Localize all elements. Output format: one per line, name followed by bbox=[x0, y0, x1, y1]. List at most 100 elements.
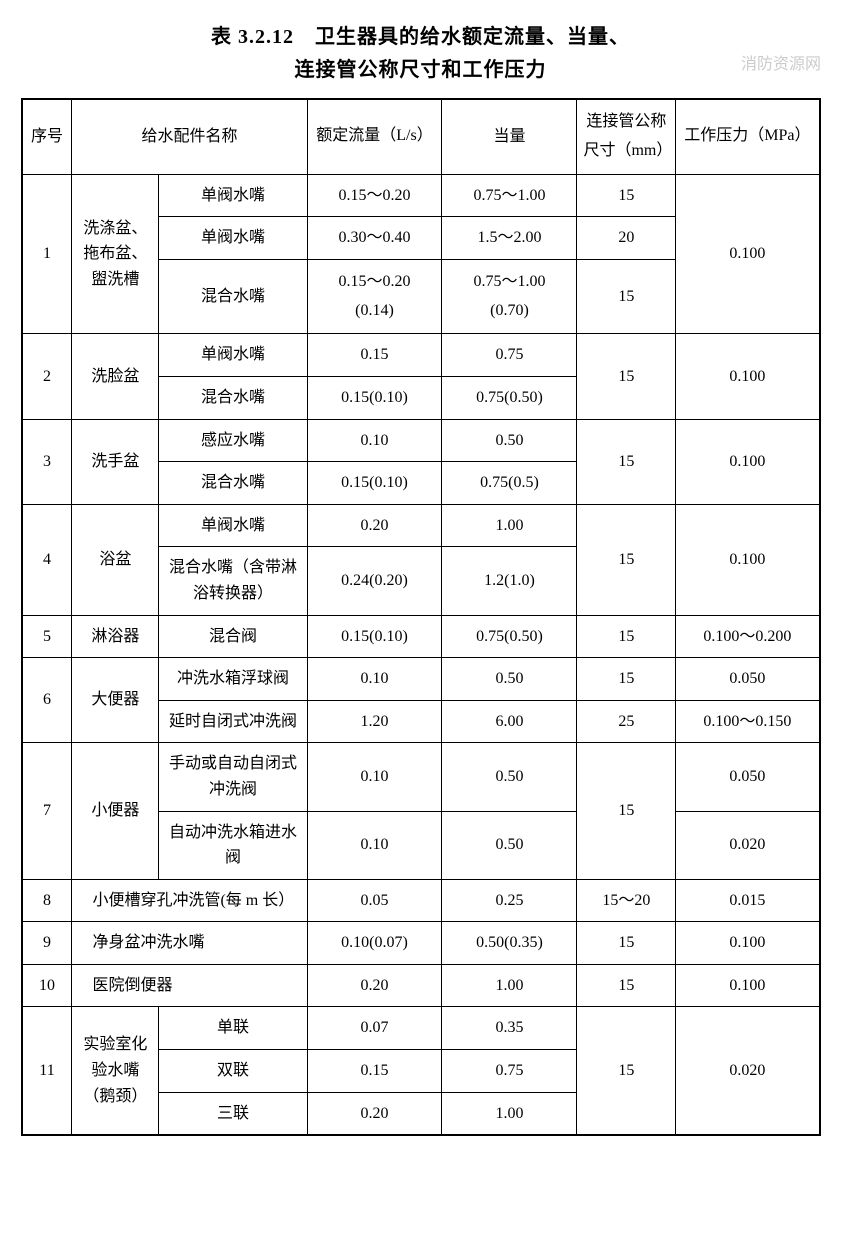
cell: 0.50 bbox=[442, 658, 577, 701]
cell: 0.50 bbox=[442, 811, 577, 879]
table-row: 1 洗涤盆、拖布盆、盥洗槽 单阀水嘴 0.15～0.20 0.75～1.00 1… bbox=[22, 174, 820, 217]
cell-cat: 大便器 bbox=[72, 658, 159, 743]
table-row: 10 医院倒便器 0.20 1.00 15 0.100 bbox=[22, 964, 820, 1007]
cell: 单阀水嘴 bbox=[159, 334, 307, 377]
cell: 0.30～0.40 bbox=[307, 217, 442, 260]
cell: 感应水嘴 bbox=[159, 419, 307, 462]
cell: 1.00 bbox=[442, 1092, 577, 1135]
cell: 0.10(0.07) bbox=[307, 922, 442, 965]
cell: 0.75 bbox=[442, 334, 577, 377]
cell: 0.20 bbox=[307, 1092, 442, 1135]
cell: 15 bbox=[577, 743, 676, 879]
cell: 混合水嘴 bbox=[159, 259, 307, 334]
cell: 1.00 bbox=[442, 504, 577, 547]
cell: 小便槽穿孔冲洗管(每 m 长） bbox=[72, 879, 307, 922]
cell: 0.10 bbox=[307, 811, 442, 879]
cell: 延时自闭式冲洗阀 bbox=[159, 700, 307, 743]
cell: 0.50 bbox=[442, 419, 577, 462]
cell: 单阀水嘴 bbox=[159, 504, 307, 547]
hdr-pipe: 连接管公称尺寸（mm） bbox=[577, 99, 676, 174]
cell: 双联 bbox=[159, 1050, 307, 1093]
cell: 0.10 bbox=[307, 419, 442, 462]
table-title-1: 表 3.2.12 卫生器具的给水额定流量、当量、 bbox=[20, 20, 821, 49]
cell: 0.75(0.5) bbox=[442, 462, 577, 505]
cell: 0.24(0.20) bbox=[307, 547, 442, 615]
cell: 混合水嘴 bbox=[159, 462, 307, 505]
cell: 0.10 bbox=[307, 743, 442, 811]
table-row: 7 小便器 手动或自动自闭式冲洗阀 0.10 0.50 15 0.050 bbox=[22, 743, 820, 811]
cell: 0.15(0.10) bbox=[307, 462, 442, 505]
cell: 手动或自动自闭式冲洗阀 bbox=[159, 743, 307, 811]
cell: 15 bbox=[577, 615, 676, 658]
cell: 三联 bbox=[159, 1092, 307, 1135]
cell: 0.100 bbox=[676, 504, 820, 615]
cell-seq: 10 bbox=[22, 964, 72, 1007]
table-row: 8 小便槽穿孔冲洗管(每 m 长） 0.05 0.25 15～20 0.015 bbox=[22, 879, 820, 922]
cell: 0.75(0.50) bbox=[442, 615, 577, 658]
cell-cat: 淋浴器 bbox=[72, 615, 159, 658]
cell: 1.20 bbox=[307, 700, 442, 743]
cell-cat: 浴盆 bbox=[72, 504, 159, 615]
cell: 0.25 bbox=[442, 879, 577, 922]
cell: 0.75～1.00 bbox=[442, 174, 577, 217]
cell-cat: 实验室化验水嘴（鹅颈） bbox=[72, 1007, 159, 1135]
cell: 15 bbox=[577, 334, 676, 419]
cell: 0.20 bbox=[307, 964, 442, 1007]
hdr-flow: 额定流量（L/s） bbox=[307, 99, 442, 174]
table-row: 9 净身盆冲洗水嘴 0.10(0.07) 0.50(0.35) 15 0.100 bbox=[22, 922, 820, 965]
cell: 0.10 bbox=[307, 658, 442, 701]
cell-cat: 洗脸盆 bbox=[72, 334, 159, 419]
cell: 0.100 bbox=[676, 174, 820, 334]
hdr-press: 工作压力（MPa） bbox=[676, 99, 820, 174]
cell: 20 bbox=[577, 217, 676, 260]
cell: 0.35 bbox=[442, 1007, 577, 1050]
cell: 0.15～0.20 bbox=[307, 174, 442, 217]
cell: 0.75(0.50) bbox=[442, 376, 577, 419]
cell: 1.5～2.00 bbox=[442, 217, 577, 260]
cell-seq: 2 bbox=[22, 334, 72, 419]
cell: 0.050 bbox=[676, 658, 820, 701]
cell: 混合水嘴（含带淋浴转换器） bbox=[159, 547, 307, 615]
cell: 0.50 bbox=[442, 743, 577, 811]
cell: 混合阀 bbox=[159, 615, 307, 658]
hdr-equiv: 当量 bbox=[442, 99, 577, 174]
header-row: 序号 给水配件名称 额定流量（L/s） 当量 连接管公称尺寸（mm） 工作压力（… bbox=[22, 99, 820, 174]
cell: 15 bbox=[577, 504, 676, 615]
cell: 0.75 bbox=[442, 1050, 577, 1093]
cell: 15 bbox=[577, 922, 676, 965]
cell: 自动冲洗水箱进水阀 bbox=[159, 811, 307, 879]
data-table: 序号 给水配件名称 额定流量（L/s） 当量 连接管公称尺寸（mm） 工作压力（… bbox=[21, 98, 821, 1136]
hdr-seq: 序号 bbox=[22, 99, 72, 174]
cell: 15 bbox=[577, 174, 676, 217]
hdr-name: 给水配件名称 bbox=[72, 99, 307, 174]
cell: 0.100 bbox=[676, 964, 820, 1007]
cell: 0.75～1.00(0.70) bbox=[442, 259, 577, 334]
cell: 0.100 bbox=[676, 922, 820, 965]
cell: 混合水嘴 bbox=[159, 376, 307, 419]
cell: 医院倒便器 bbox=[72, 964, 307, 1007]
cell: 0.050 bbox=[676, 743, 820, 811]
cell: 0.020 bbox=[676, 1007, 820, 1135]
cell: 0.100～0.150 bbox=[676, 700, 820, 743]
cell: 15 bbox=[577, 419, 676, 504]
cell: 0.20 bbox=[307, 504, 442, 547]
cell-cat: 小便器 bbox=[72, 743, 159, 879]
cell: 单阀水嘴 bbox=[159, 174, 307, 217]
cell: 0.15 bbox=[307, 334, 442, 377]
table-title-2: 连接管公称尺寸和工作压力 bbox=[20, 53, 821, 82]
table-row: 5 淋浴器 混合阀 0.15(0.10) 0.75(0.50) 15 0.100… bbox=[22, 615, 820, 658]
cell-seq: 1 bbox=[22, 174, 72, 334]
cell: 0.015 bbox=[676, 879, 820, 922]
cell: 0.15～0.20(0.14) bbox=[307, 259, 442, 334]
cell: 0.07 bbox=[307, 1007, 442, 1050]
cell: 单联 bbox=[159, 1007, 307, 1050]
cell: 15 bbox=[577, 1007, 676, 1135]
cell: 25 bbox=[577, 700, 676, 743]
cell-seq: 11 bbox=[22, 1007, 72, 1135]
cell-seq: 4 bbox=[22, 504, 72, 615]
cell: 15 bbox=[577, 658, 676, 701]
cell: 0.100～0.200 bbox=[676, 615, 820, 658]
cell: 0.15(0.10) bbox=[307, 615, 442, 658]
cell-cat: 洗涤盆、拖布盆、盥洗槽 bbox=[72, 174, 159, 334]
cell: 0.50(0.35) bbox=[442, 922, 577, 965]
